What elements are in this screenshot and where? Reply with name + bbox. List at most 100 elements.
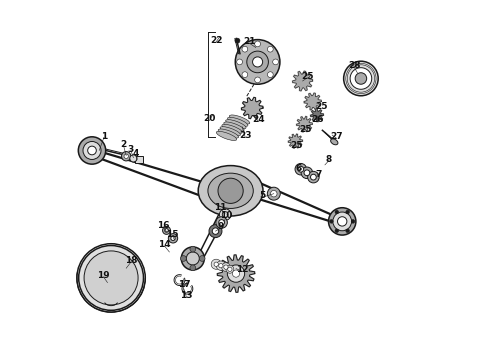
Circle shape [228,267,232,271]
Text: 12: 12 [236,266,248,275]
Circle shape [247,51,269,73]
Text: 8: 8 [326,155,332,163]
Circle shape [221,263,230,271]
Circle shape [78,137,106,164]
Circle shape [219,220,224,225]
Circle shape [235,40,280,84]
Circle shape [122,152,131,161]
Ellipse shape [198,166,263,216]
Circle shape [214,262,219,266]
Circle shape [169,234,178,243]
Circle shape [212,228,219,234]
Ellipse shape [229,115,250,124]
Circle shape [330,220,333,223]
Circle shape [84,251,138,305]
Circle shape [328,208,356,235]
Circle shape [346,210,349,214]
Circle shape [335,229,339,233]
Text: 9: 9 [218,222,224,231]
Text: 15: 15 [166,230,178,239]
Circle shape [308,171,319,183]
Ellipse shape [227,117,248,126]
Ellipse shape [220,127,241,136]
Circle shape [181,247,204,270]
Polygon shape [304,93,321,110]
Circle shape [211,259,221,269]
Circle shape [235,38,240,43]
Text: 2: 2 [121,140,127,149]
Text: 11: 11 [214,203,227,212]
Polygon shape [293,71,313,91]
Circle shape [298,166,304,172]
Circle shape [232,270,240,277]
Circle shape [199,256,205,261]
Text: 5: 5 [259,192,266,200]
Circle shape [219,264,223,268]
Circle shape [268,187,280,200]
Polygon shape [217,255,255,292]
Circle shape [343,61,378,96]
Ellipse shape [218,129,239,138]
Ellipse shape [331,139,338,145]
Polygon shape [311,109,323,122]
Text: 20: 20 [203,114,216,122]
Circle shape [350,68,372,89]
Circle shape [255,41,261,47]
Circle shape [83,141,101,159]
Circle shape [88,146,97,155]
Circle shape [304,170,310,176]
Circle shape [163,226,171,234]
Text: 6: 6 [296,164,302,173]
Ellipse shape [253,60,275,79]
Text: 23: 23 [239,131,251,140]
Circle shape [311,174,316,180]
Circle shape [333,212,351,231]
Text: 28: 28 [348,61,360,70]
Circle shape [242,46,248,52]
Circle shape [295,163,307,175]
Text: 21: 21 [243,37,256,46]
Text: 1: 1 [101,132,107,141]
Circle shape [273,59,278,65]
Circle shape [242,72,248,77]
Text: 19: 19 [97,271,110,280]
Text: 4: 4 [132,149,139,158]
Circle shape [355,73,367,84]
Text: 17: 17 [178,280,191,289]
Polygon shape [288,134,303,148]
Ellipse shape [208,173,253,208]
Circle shape [335,210,339,214]
Ellipse shape [226,120,246,129]
Circle shape [301,167,313,179]
Circle shape [270,190,277,197]
Circle shape [79,246,144,310]
Circle shape [268,72,273,77]
Text: 22: 22 [210,36,222,45]
Circle shape [209,225,222,238]
Text: 25: 25 [315,103,328,112]
Text: 7: 7 [315,171,321,180]
Text: 3: 3 [128,145,134,154]
Text: 26: 26 [312,115,324,125]
Circle shape [124,154,128,158]
Text: 25: 25 [301,72,314,81]
Circle shape [180,256,186,261]
Circle shape [351,220,355,223]
Circle shape [190,246,196,252]
Text: 13: 13 [180,291,193,300]
Circle shape [218,178,243,203]
Circle shape [268,46,273,52]
Text: 18: 18 [125,256,138,265]
Circle shape [216,217,227,228]
Circle shape [338,217,347,226]
Circle shape [216,261,225,270]
Polygon shape [296,116,312,132]
Ellipse shape [222,124,243,134]
Circle shape [237,59,243,65]
Circle shape [222,212,228,217]
Circle shape [252,57,263,67]
Circle shape [171,236,175,240]
Circle shape [220,209,231,220]
Ellipse shape [224,122,244,131]
Text: 25: 25 [299,125,312,134]
